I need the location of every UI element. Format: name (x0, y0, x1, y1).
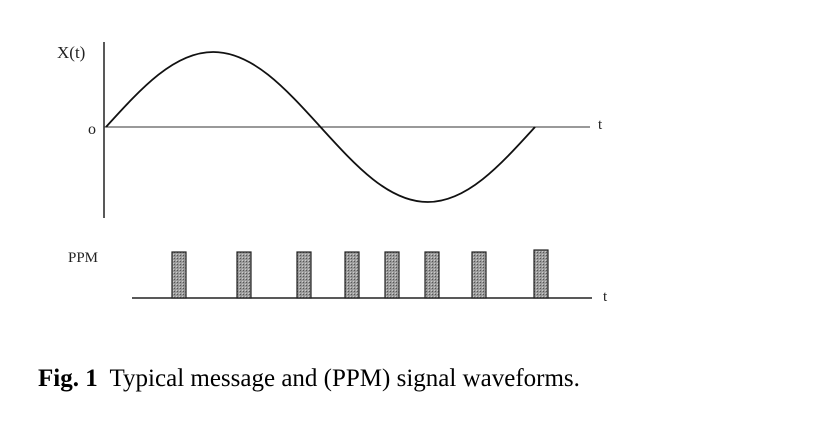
pulse (424, 251, 440, 299)
caption-label: Fig. 1 (38, 365, 98, 392)
caption-text: Typical message and (PPM) signal wavefor… (110, 365, 580, 392)
pulse (344, 251, 360, 299)
pulse (296, 251, 312, 299)
pulse (471, 251, 487, 299)
pulse (171, 251, 187, 299)
x-label: X(t) (57, 43, 85, 62)
ppm-time-label: t (603, 289, 608, 305)
pulse (533, 249, 549, 299)
ppm-pulses (171, 249, 549, 299)
pulse (384, 251, 400, 299)
time-label: t (598, 117, 603, 133)
origin-label: o (88, 121, 96, 138)
pulse (236, 251, 252, 299)
sine-wave (105, 51, 536, 203)
caption: Fig. 1 Typical message and (PPM) signal … (38, 365, 580, 392)
ppm-label: PPM (68, 250, 98, 266)
